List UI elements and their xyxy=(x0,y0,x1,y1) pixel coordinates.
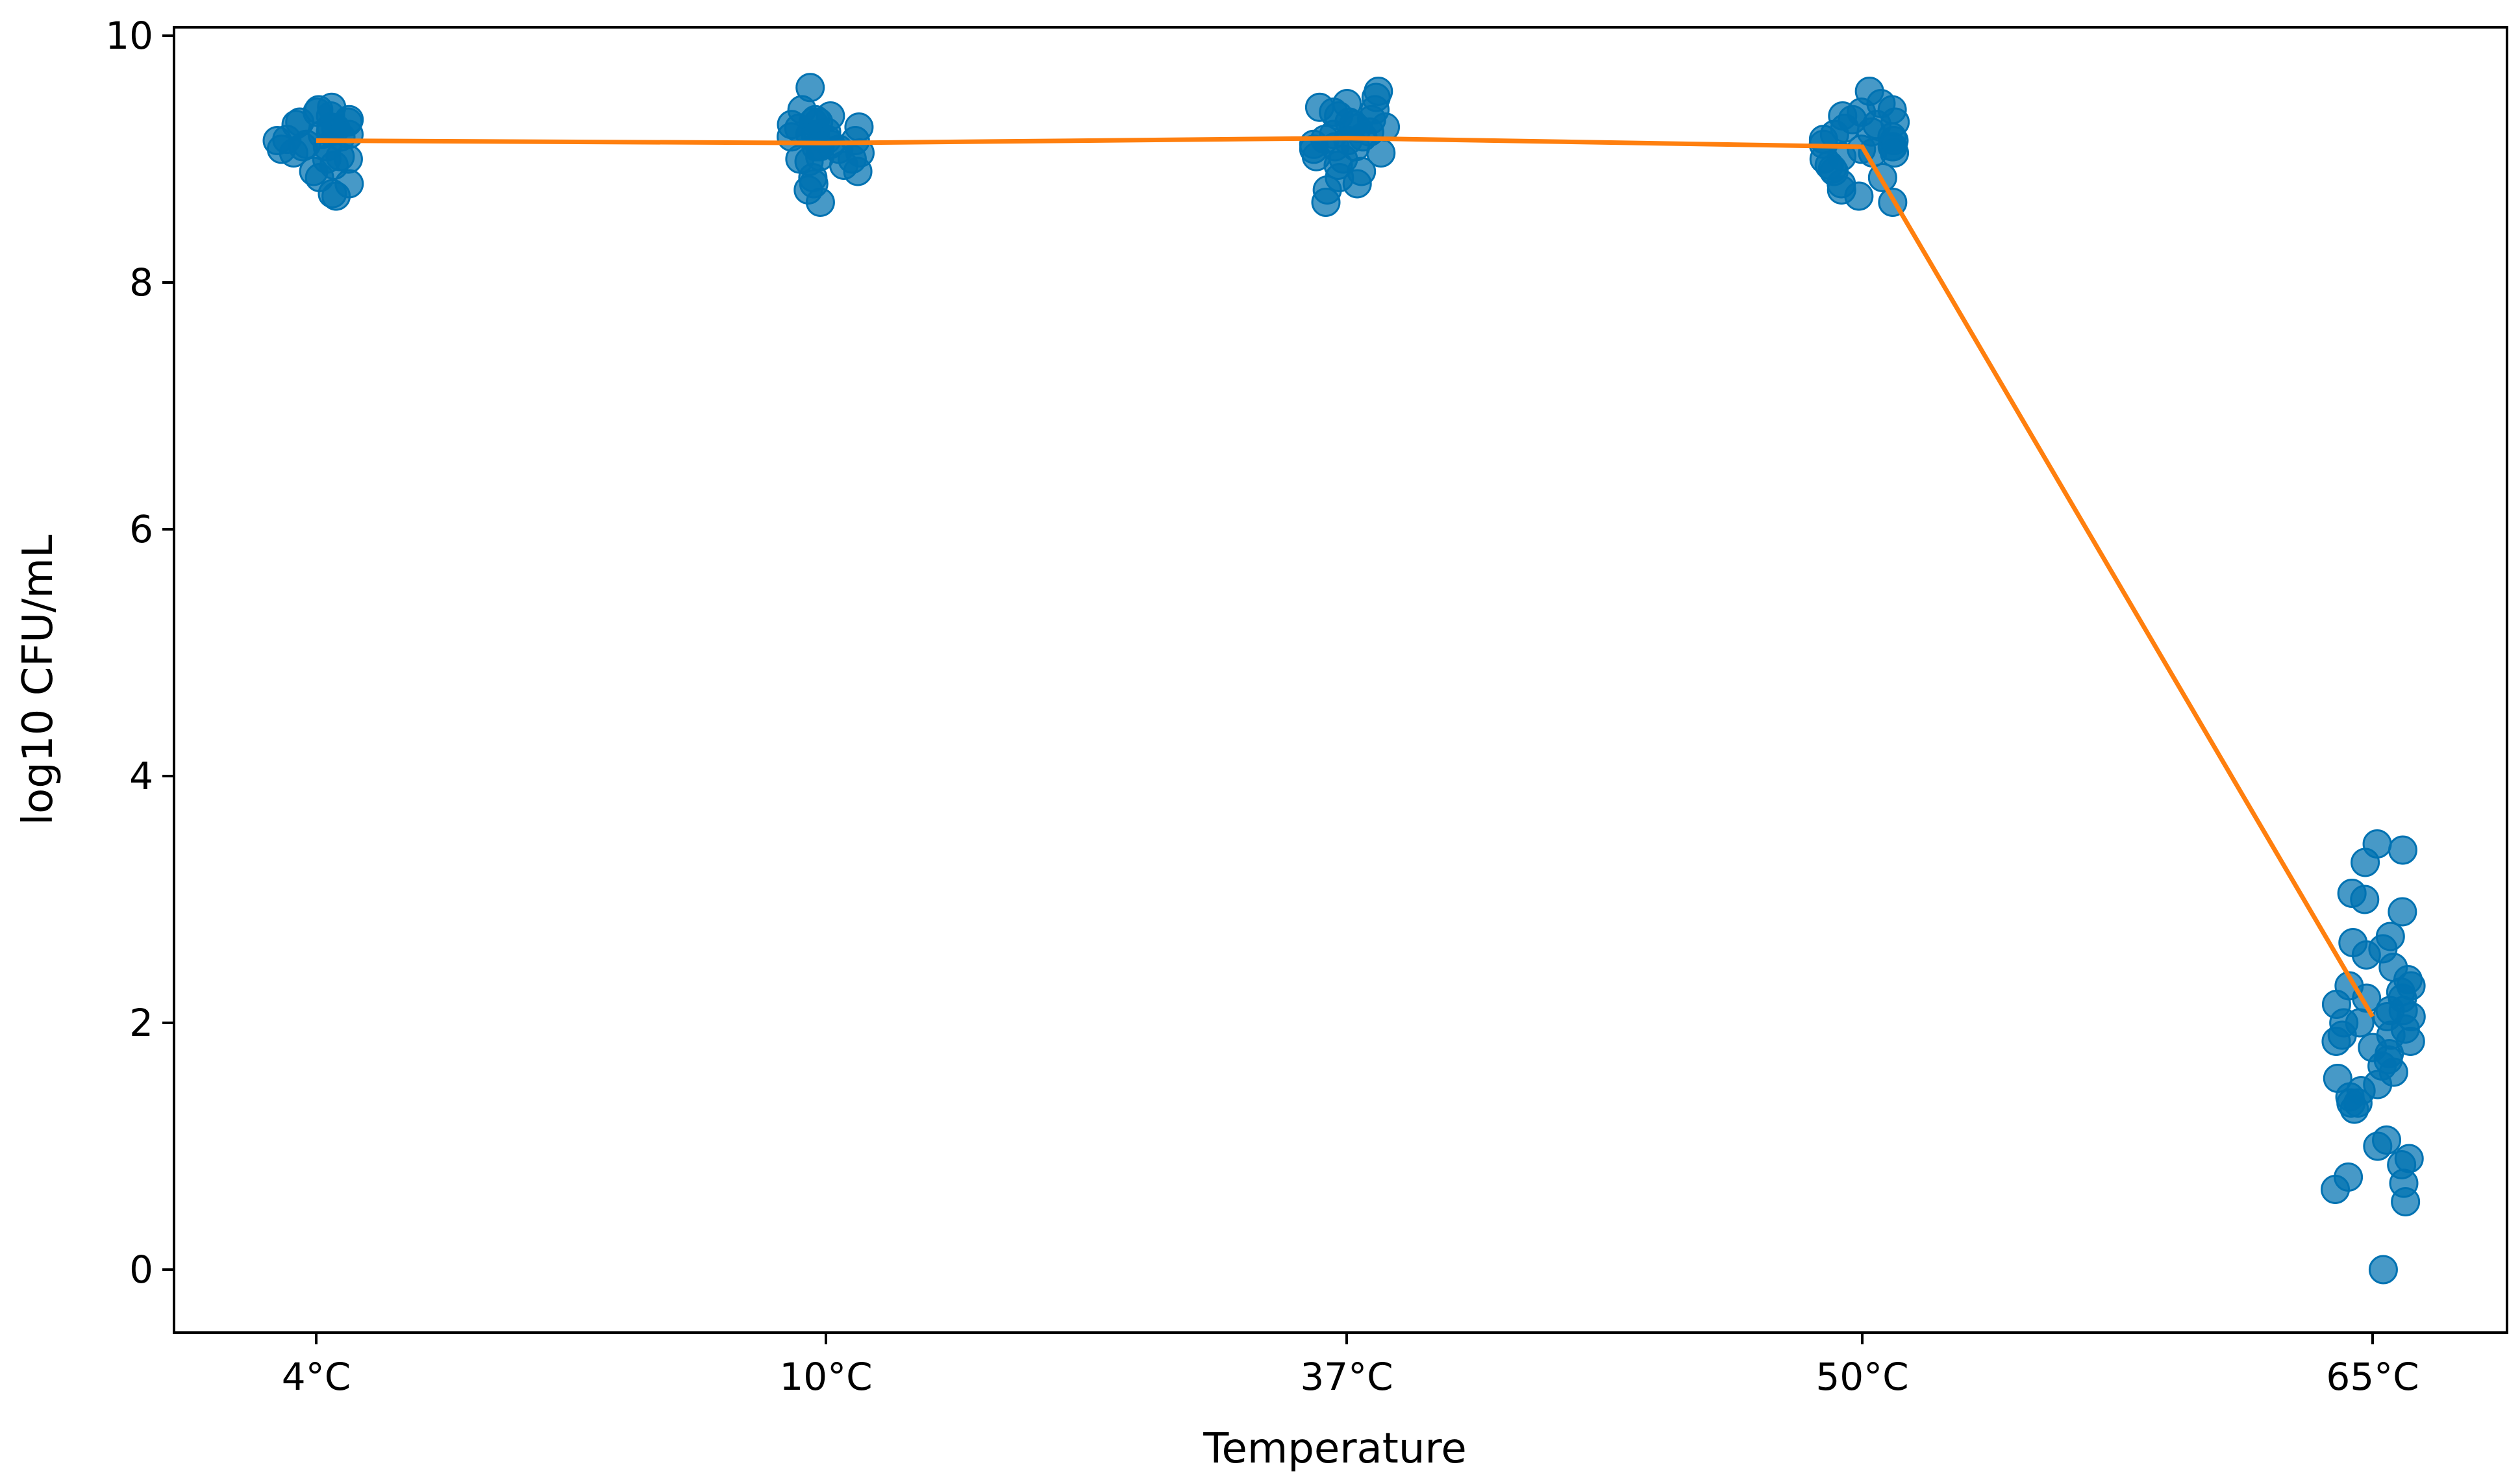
data-point xyxy=(2368,1255,2398,1285)
data-point xyxy=(333,107,363,137)
data-point xyxy=(1325,163,1354,192)
y-tick-label: 8 xyxy=(129,260,153,305)
data-point xyxy=(2334,1162,2364,1192)
data-point xyxy=(2367,1051,2397,1081)
data-points-layer xyxy=(262,73,2426,1285)
data-point xyxy=(334,169,364,199)
mean-line-layer xyxy=(316,136,2375,1018)
x-axis-title: Temperature xyxy=(1203,1425,1466,1473)
data-point xyxy=(2368,934,2398,964)
data-point xyxy=(2338,928,2368,957)
data-point xyxy=(2372,1125,2402,1155)
y-tick-label: 4 xyxy=(129,754,153,798)
y-tick-label: 6 xyxy=(129,507,153,551)
mean-line xyxy=(316,136,2375,1018)
y-axis-title: log10 CFU/mL xyxy=(14,534,62,825)
x-axis: 4°C 10°C 37°C 50°C 65°C xyxy=(282,1333,2419,1399)
data-point xyxy=(2387,1150,2417,1179)
data-point xyxy=(333,144,363,174)
data-point xyxy=(805,132,835,162)
data-point xyxy=(1808,125,1838,155)
data-point xyxy=(844,112,874,142)
data-point xyxy=(2323,1064,2352,1093)
data-point xyxy=(2343,1088,2373,1118)
y-tick-label: 10 xyxy=(105,14,153,58)
data-point xyxy=(272,125,302,155)
data-point xyxy=(299,157,329,186)
data-point xyxy=(843,157,873,186)
data-point xyxy=(1817,154,1847,184)
data-point xyxy=(307,119,337,149)
data-point xyxy=(1847,97,1877,127)
y-tick-label: 0 xyxy=(129,1248,153,1292)
plot-area-frame xyxy=(173,26,2508,1334)
data-point xyxy=(1304,92,1334,122)
x-tick-label: 65°C xyxy=(2326,1355,2419,1399)
x-tick-label: 37°C xyxy=(1300,1355,1393,1399)
data-point xyxy=(2388,835,2417,865)
y-tick-label: 2 xyxy=(129,1001,153,1045)
data-point xyxy=(2337,879,2367,908)
data-point xyxy=(2396,1002,2426,1031)
x-tick-label: 10°C xyxy=(779,1355,872,1399)
x-tick-label: 4°C xyxy=(282,1355,351,1399)
data-point xyxy=(1880,138,1910,168)
data-point xyxy=(2395,1027,2425,1056)
data-point xyxy=(2388,897,2417,927)
data-point xyxy=(2362,829,2392,859)
y-axis: 0 2 4 6 8 10 xyxy=(105,14,174,1292)
x-tick-label: 50°C xyxy=(1815,1355,1908,1399)
